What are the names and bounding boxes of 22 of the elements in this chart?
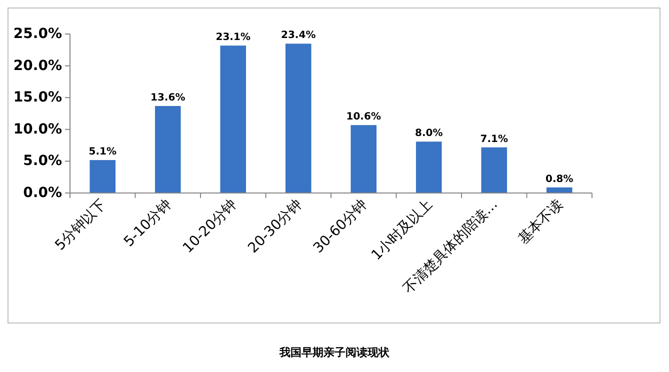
bar — [154, 106, 181, 194]
y-tick-label: 20.0% — [13, 58, 62, 74]
y-tick-label: 10.0% — [13, 121, 62, 138]
text: 我国早期亲子阅读现状 — [278, 346, 390, 359]
data-label: 23.1% — [216, 32, 250, 44]
y-tick-label: 25.0% — [13, 26, 62, 42]
data-label: 10.6% — [346, 112, 381, 123]
bar — [416, 142, 442, 194]
data-label: 8.0% — [415, 128, 443, 140]
bar — [285, 44, 312, 194]
data-label: 7.1% — [480, 134, 508, 145]
data-label: 0.8% — [546, 174, 574, 185]
x-tick-label: 基本不读 — [515, 196, 566, 248]
data-label: 5.1% — [88, 146, 116, 158]
data-label: 13.6% — [150, 92, 186, 104]
bar — [350, 125, 377, 194]
y-tick-label: 5.0% — [23, 153, 62, 170]
bar — [481, 147, 508, 194]
bar — [90, 160, 116, 194]
data-label: 23.4% — [281, 30, 316, 42]
y-tick-label: 15.0% — [13, 90, 62, 106]
bar — [220, 46, 246, 194]
